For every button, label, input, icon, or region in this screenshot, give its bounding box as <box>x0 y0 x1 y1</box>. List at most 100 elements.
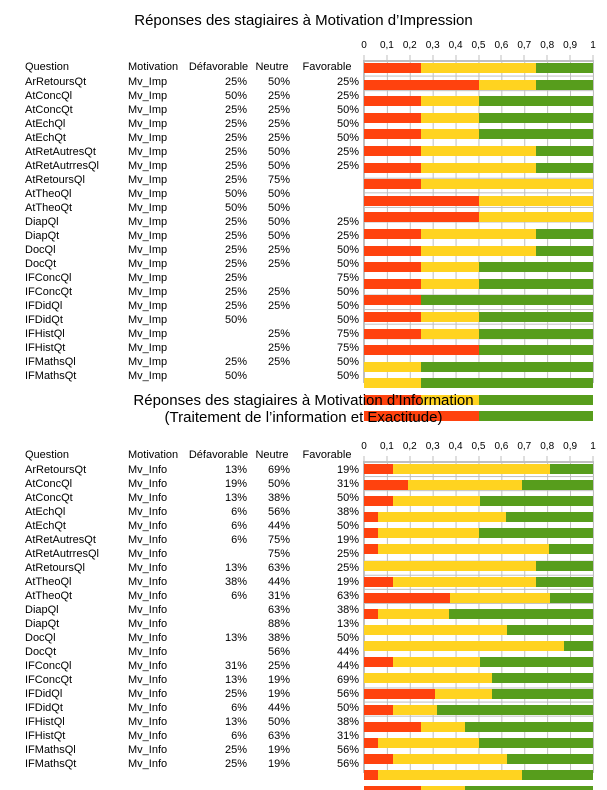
x-axis-tick-label: 0,1 <box>379 40 394 51</box>
stacked-bar <box>364 361 593 372</box>
bar-segment-defavorable <box>364 753 394 764</box>
bar-row <box>364 464 593 478</box>
x-axis-tick-mark <box>386 456 388 461</box>
cell-question: IFDidQt <box>25 314 63 326</box>
cell-question: IFMathsQl <box>25 744 76 756</box>
cell-favorable: 19% <box>336 576 359 588</box>
bar-segment-favorable <box>478 278 593 289</box>
table-row: DocQl Mv_Info 13% 38% 50% <box>25 631 361 645</box>
bar-segment-neutre <box>421 278 479 289</box>
column-header-question: Question <box>25 449 70 461</box>
stacked-bar <box>364 641 593 652</box>
bar-segment-favorable <box>478 345 593 356</box>
table-row: IFMathsQt Mv_Info 25% 19% 56% <box>25 757 361 771</box>
cell-neutre: 25% <box>267 286 290 298</box>
cell-neutre: 19% <box>267 744 290 756</box>
bar-row <box>364 721 593 736</box>
stacked-bar <box>364 592 593 603</box>
cell-neutre: 25% <box>267 118 290 130</box>
cell-motivation: Mv_Imp <box>128 356 168 368</box>
cell-question: AtEchQt <box>25 132 66 144</box>
cell-favorable: 25% <box>336 76 359 88</box>
bar-segment-favorable <box>478 311 593 322</box>
bar-row <box>364 544 593 558</box>
cell-motivation: Mv_Imp <box>128 244 168 256</box>
cell-motivation: Mv_Info <box>128 562 168 574</box>
cell-neutre: 50% <box>267 76 290 88</box>
cell-favorable <box>293 187 361 201</box>
bar-segment-defavorable <box>364 785 422 790</box>
cell-question: AtConcQl <box>25 478 73 490</box>
bar-segment-defavorable <box>364 262 422 273</box>
cell-defavorable <box>186 341 251 355</box>
cell-question: ArRetoursQt <box>25 76 87 88</box>
bar-segment-defavorable <box>364 592 451 603</box>
cell-favorable: 50% <box>336 244 359 256</box>
x-axis-tick-label: 0,5 <box>471 40 486 51</box>
x-axis-tick-label: 0,1 <box>379 441 394 452</box>
x-axis-tick-label: 1 <box>590 40 596 51</box>
table-row: IFConcQt Mv_Imp 25% 25% 50% <box>25 285 361 299</box>
bar-segment-favorable <box>535 145 593 156</box>
bar-segment-favorable <box>421 295 593 306</box>
cell-neutre: 19% <box>267 674 290 686</box>
bar-segment-favorable <box>478 262 593 273</box>
cell-question: IFHistQl <box>25 716 65 728</box>
bar-segment-favorable <box>478 394 593 405</box>
table-row: AtEchQl Mv_Imp 25% 25% 50% <box>25 117 361 131</box>
stacked-bar <box>364 480 593 491</box>
stacked-bar <box>364 689 593 700</box>
cell-motivation: Mv_Imp <box>128 146 168 158</box>
bar-segment-neutre <box>421 112 479 123</box>
chart-title-line: Réponses des stagiaires à Motivation d’I… <box>134 12 473 29</box>
table-row: AtTheoQt Mv_Imp 50% 50% <box>25 201 361 215</box>
table-row: AtRetAutresQt Mv_Info 6% 75% 19% <box>25 533 361 547</box>
cell-question: DocQt <box>25 258 57 270</box>
cell-defavorable: 50% <box>224 202 247 214</box>
column-header-motivation: Motivation <box>128 61 179 73</box>
x-axis-tick-mark <box>409 456 411 461</box>
cell-question: IFHistQt <box>25 730 66 742</box>
x-axis-tick-label: 0,3 <box>425 40 440 51</box>
header-row: Question Motivation Défavorable Neutre F… <box>25 60 361 75</box>
bar-segment-defavorable <box>364 689 435 700</box>
table-row: IFDidQt Mv_Info 6% 44% 50% <box>25 701 361 715</box>
cell-motivation: Mv_Imp <box>128 174 168 186</box>
stacked-bar <box>364 560 593 571</box>
cell-motivation: Mv_Info <box>128 660 168 672</box>
bar-segment-neutre <box>393 496 480 507</box>
table-row: AtEchQt Mv_Imp 25% 25% 50% <box>25 131 361 145</box>
bar-segment-favorable <box>448 608 593 619</box>
cell-defavorable <box>186 617 251 631</box>
cell-favorable: 50% <box>336 118 359 130</box>
x-axis-tick-label: 0,7 <box>517 40 532 51</box>
bar-row <box>364 228 593 244</box>
bar-segment-neutre <box>364 361 422 372</box>
x-axis-tick-mark <box>478 456 479 461</box>
stacked-bar <box>364 512 593 523</box>
column-header-favorable: Favorable <box>302 449 352 461</box>
bar-segment-favorable <box>549 544 593 555</box>
stacked-bar <box>364 328 593 339</box>
bar-segment-defavorable <box>364 311 422 322</box>
cell-defavorable: 50% <box>224 188 247 200</box>
bar-segment-favorable <box>535 79 593 90</box>
bar-segment-defavorable <box>364 769 378 780</box>
cell-defavorable: 25% <box>224 244 247 256</box>
x-axis-tick-mark <box>455 456 457 461</box>
cell-motivation: Mv_Info <box>128 590 168 602</box>
table-row: AtRetAutresQt Mv_Imp 25% 50% 25% <box>25 145 361 159</box>
cell-neutre: 56% <box>267 646 290 658</box>
x-axis-tick-mark <box>363 55 365 60</box>
bar-row <box>364 592 593 607</box>
bar-segment-favorable <box>563 641 593 652</box>
cell-favorable: 38% <box>336 716 359 728</box>
cell-motivation: Mv_Info <box>128 534 168 546</box>
cell-motivation: Mv_Imp <box>128 300 168 312</box>
bar-row <box>364 212 593 227</box>
cell-neutre: 38% <box>267 632 290 644</box>
table-row: ArRetoursQt Mv_Info 13% 69% 19% <box>25 463 361 477</box>
bar-segment-neutre <box>364 378 422 389</box>
bar-segment-favorable <box>478 528 593 539</box>
results-table-impression: Question Motivation Défavorable Neutre F… <box>25 60 361 383</box>
